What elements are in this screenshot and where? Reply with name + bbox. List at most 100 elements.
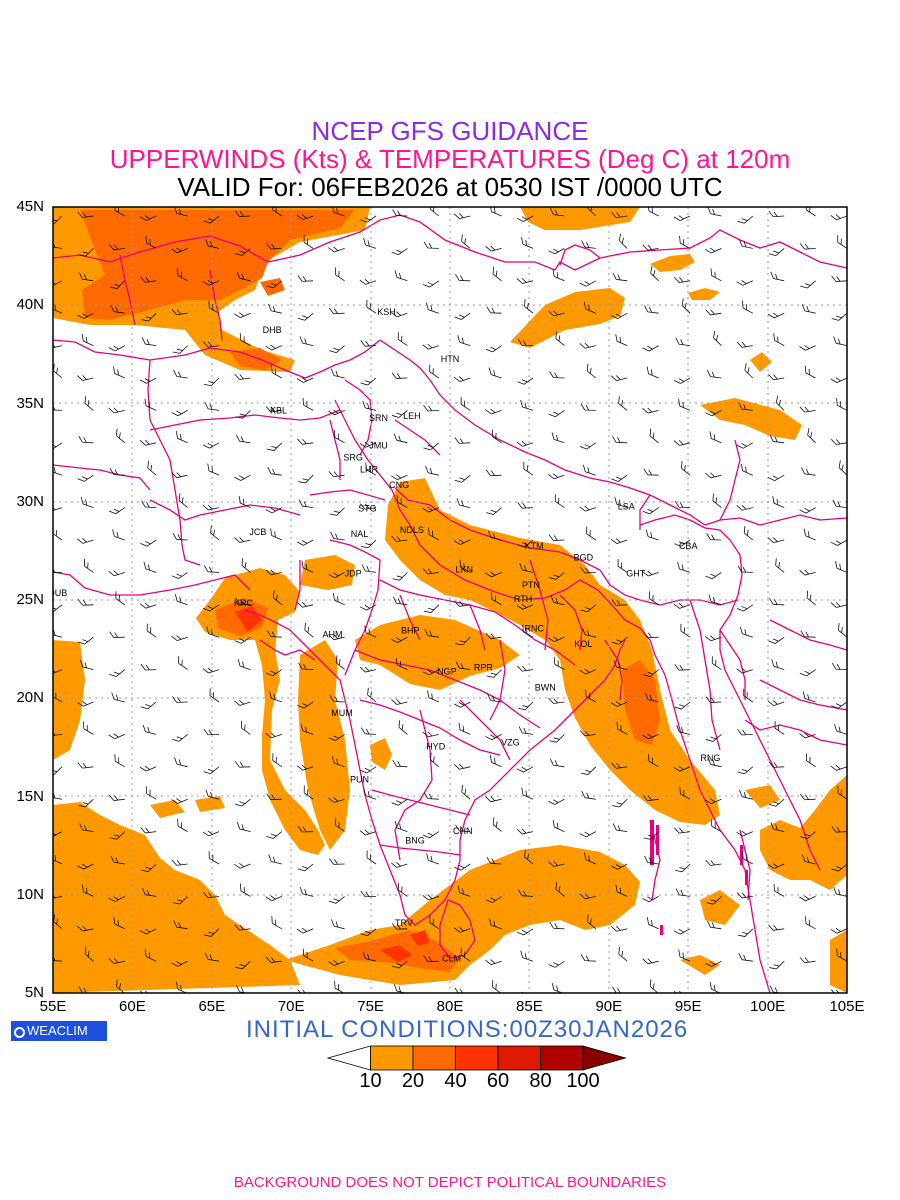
wind-barb [144, 949, 157, 962]
wind-barb [79, 823, 94, 832]
wind-barb [265, 669, 283, 677]
wind-barb [580, 403, 596, 411]
wind-barb [485, 469, 502, 477]
wind-barb [492, 429, 502, 444]
wind-barb [422, 280, 440, 288]
wind-barb [799, 732, 816, 739]
wind-barb [618, 946, 628, 962]
wind-barb [453, 376, 471, 382]
wind-barb [454, 863, 471, 871]
wind-barb [109, 831, 126, 840]
wind-barb [678, 949, 691, 962]
wind-barb [737, 215, 754, 224]
lat-tick-label: 35N [16, 394, 44, 412]
wind-barb [680, 623, 691, 638]
wind-barb [738, 402, 753, 411]
wind-barb [485, 345, 502, 353]
wind-barb [487, 693, 502, 703]
wind-barb [172, 696, 188, 703]
wind-barb [552, 819, 565, 832]
wind-barb [548, 410, 565, 418]
wind-barb [615, 334, 628, 346]
wind-barb [53, 766, 63, 775]
wind-barb [172, 533, 188, 541]
wind-barb [615, 884, 628, 897]
wind-barb [207, 463, 220, 476]
wind-barb [114, 754, 126, 768]
wind-barb [517, 377, 534, 385]
wind-barb [172, 734, 188, 742]
wind-barb [139, 928, 157, 935]
wind-barb [206, 626, 220, 638]
wind-barb [299, 886, 314, 897]
wind-barb [618, 233, 628, 249]
wind-barb [236, 822, 251, 832]
wind-barb [517, 665, 534, 672]
wind-barb [516, 828, 534, 835]
wind-barb [266, 831, 283, 839]
wind-barb [394, 820, 408, 832]
wind-barb [801, 854, 816, 865]
wind-barb [328, 572, 345, 579]
wind-barb [674, 701, 691, 710]
wind-barb [675, 888, 691, 897]
wind-barb [674, 664, 691, 671]
wind-barb [806, 590, 816, 606]
wind-barb [360, 340, 377, 347]
colorbar-max-triangle [582, 1045, 627, 1071]
wind-barb [328, 471, 345, 478]
wind-barb [579, 442, 597, 450]
wind-barb [178, 656, 188, 670]
city-label-cng: CNG [389, 480, 409, 490]
wind-barb [642, 896, 659, 903]
wind-barb [454, 987, 471, 993]
colorbar-label: 40 [444, 1070, 467, 1092]
wind-barb [768, 636, 785, 644]
wind-barb [367, 687, 377, 703]
wind-barb [707, 207, 722, 217]
wind-barb [548, 534, 565, 541]
wind-barb [647, 754, 659, 768]
wind-barb [516, 278, 534, 284]
wind-barb [171, 960, 188, 967]
wind-barb [173, 920, 188, 930]
wind-barb [454, 474, 471, 483]
wind-barb [363, 788, 377, 800]
wind-barb [422, 343, 439, 350]
wind-barb [768, 798, 785, 807]
wind-barb [554, 494, 565, 508]
wind-barb [328, 307, 345, 315]
wind-barb [799, 669, 816, 677]
wind-barb [579, 342, 596, 349]
city-label-bng: BNG [405, 836, 425, 846]
wind-barb [296, 764, 314, 771]
wind-barb [642, 631, 659, 639]
wind-barb [736, 280, 753, 286]
wind-barb [521, 236, 534, 249]
wind-barb [516, 603, 534, 610]
wind-barb [770, 822, 785, 832]
wind-barb [428, 527, 439, 541]
wind-barb [492, 266, 502, 282]
wind-barb [395, 657, 408, 670]
wind-barb [203, 565, 220, 573]
wind-barb [837, 785, 847, 800]
wind-barb [642, 570, 659, 577]
colorbar-boxes [326, 1045, 627, 1071]
wind-barb [612, 436, 628, 444]
wind-barb [363, 237, 377, 249]
city-label-dub: DUB [48, 588, 67, 598]
wind-barb [267, 466, 282, 476]
wind-barb [266, 442, 283, 451]
city-label-ktm: KTM [525, 541, 544, 551]
wind-barb [303, 785, 314, 800]
wind-barb [523, 461, 534, 476]
wind-barb [799, 406, 816, 413]
wind-barb [268, 854, 282, 865]
wind-barb [171, 247, 188, 254]
wind-barb [234, 798, 251, 807]
wind-barb [580, 766, 597, 775]
wind-barb [736, 892, 753, 899]
city-label-nal: NAL [351, 529, 369, 539]
wind-barb [297, 701, 314, 709]
